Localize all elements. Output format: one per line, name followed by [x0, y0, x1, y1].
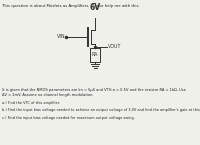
- Text: RA: RA: [92, 52, 98, 58]
- Text: 6V: 6V: [89, 3, 101, 12]
- Text: a.) Find the VTC of this amplifier.: a.) Find the VTC of this amplifier.: [2, 101, 60, 105]
- Text: This question is about Mosfets as Amplifiers. Please help me with this.: This question is about Mosfets as Amplif…: [2, 4, 140, 8]
- Text: VIN: VIN: [57, 35, 66, 39]
- Text: ΔV = 2mV. Assume no channel length modulation.: ΔV = 2mV. Assume no channel length modul…: [2, 93, 94, 97]
- Text: c.) Find the input bias voltage needed for maximum output voltage swing.: c.) Find the input bias voltage needed f…: [2, 116, 135, 120]
- Text: b.) Find the input bias voltage needed to achieve an output voltage of 3.0V and : b.) Find the input bias voltage needed t…: [2, 108, 200, 112]
- FancyBboxPatch shape: [90, 48, 100, 62]
- Text: It is given that the NMOS parameters are kn = 5μS and VTH,n = 0.5V and the resis: It is given that the NMOS parameters are…: [2, 88, 186, 92]
- Text: VOUT: VOUT: [108, 45, 122, 49]
